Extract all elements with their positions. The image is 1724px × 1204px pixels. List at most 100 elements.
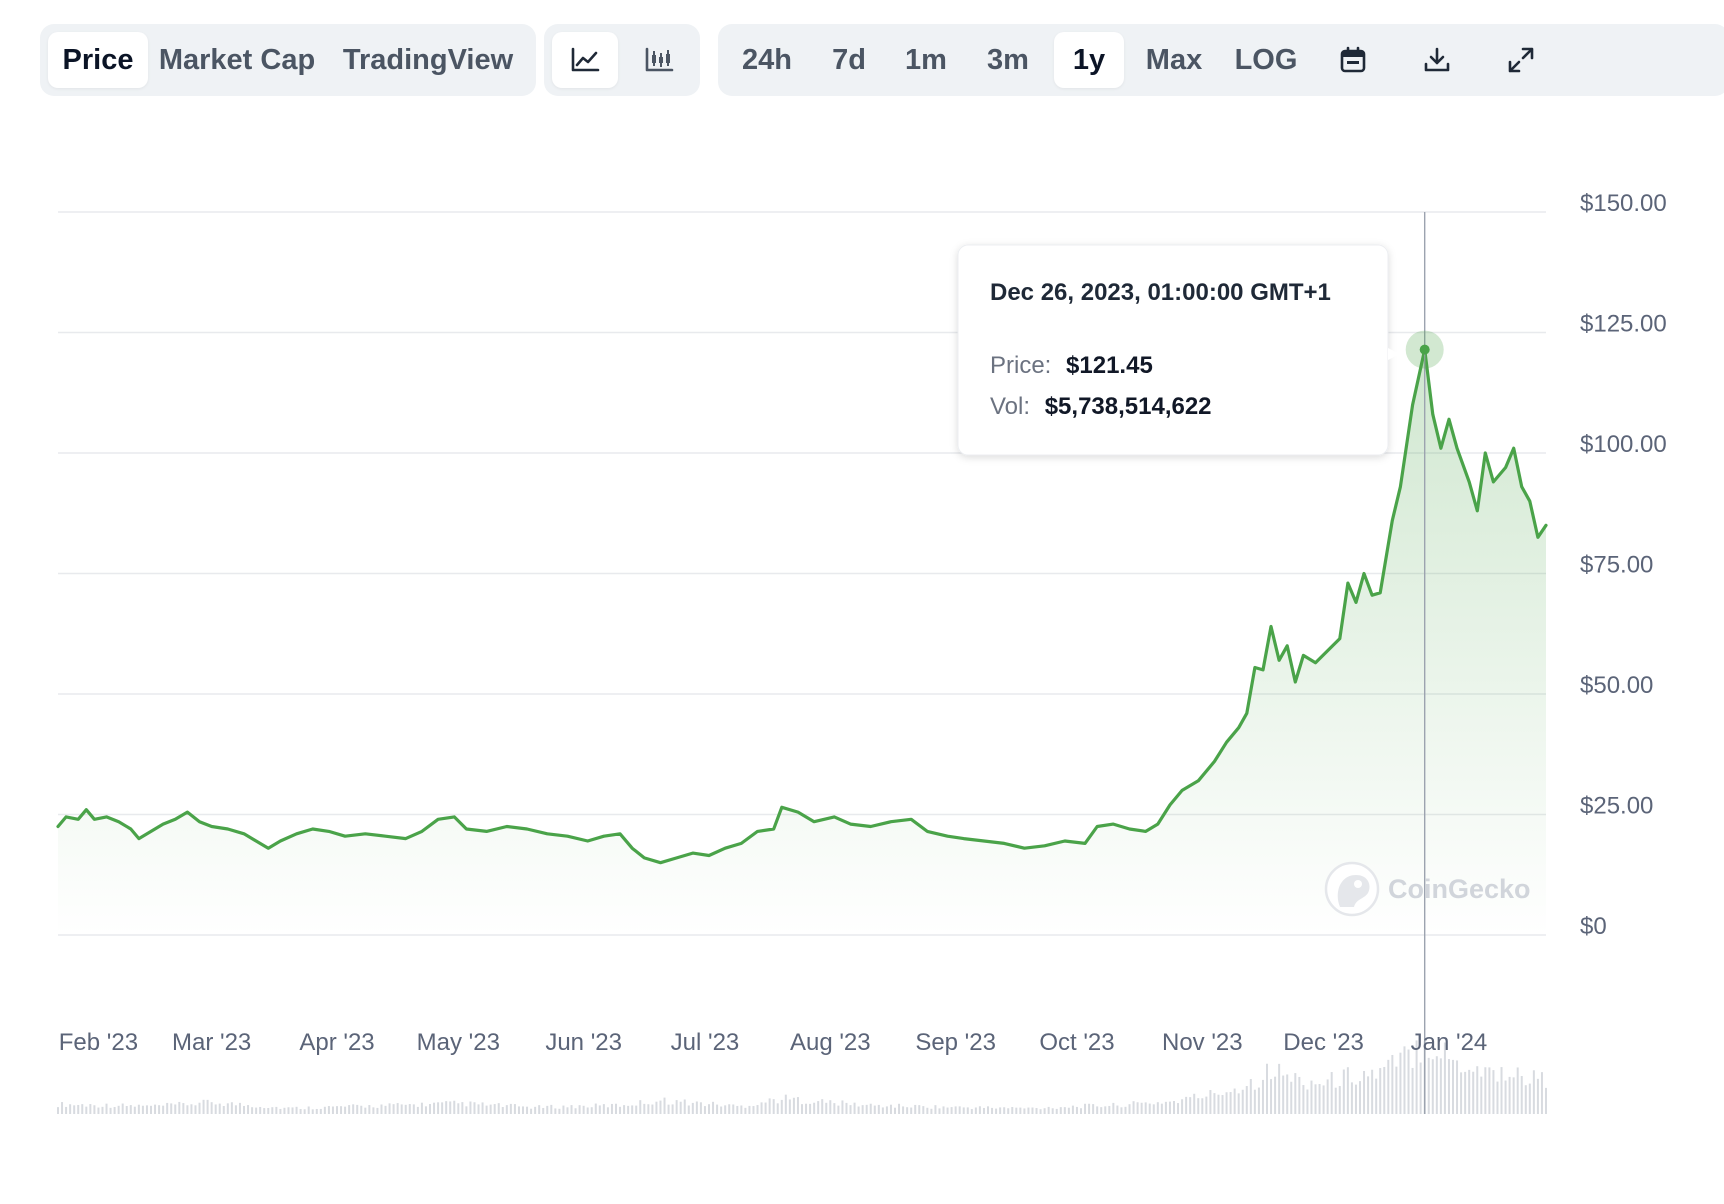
- volume-bar: [841, 1100, 844, 1114]
- volume-bar: [950, 1107, 953, 1114]
- range-1m[interactable]: 1m: [905, 44, 947, 76]
- volume-bar: [825, 1102, 828, 1114]
- volume-bar: [1229, 1092, 1232, 1114]
- volume-bar: [513, 1104, 516, 1114]
- x-tick-label: Feb '23: [59, 1029, 138, 1056]
- log-scale-toggle[interactable]: LOG: [1234, 44, 1298, 76]
- volume-bar: [1379, 1068, 1382, 1114]
- price-chart[interactable]: $150.00 $125.00 $100.00 $75.00 $50.00 $25.00 $…: [0, 150, 1724, 1204]
- volume-bar: [679, 1101, 682, 1114]
- volume-bar: [493, 1104, 496, 1114]
- volume-bar: [1270, 1079, 1273, 1114]
- volume-bar: [958, 1106, 961, 1114]
- volume-bar: [1148, 1103, 1151, 1114]
- volume-bar: [97, 1107, 100, 1114]
- volume-bar: [885, 1106, 888, 1114]
- range-1y[interactable]: 1y: [1054, 32, 1124, 88]
- volume-bar: [1407, 1049, 1410, 1114]
- volume-bar: [655, 1101, 658, 1114]
- volume-bar: [473, 1102, 476, 1114]
- volume-bar: [1524, 1085, 1527, 1114]
- volume-bar: [505, 1105, 508, 1114]
- volume-bar: [889, 1104, 892, 1114]
- volume-bar: [1306, 1089, 1309, 1114]
- volume-bar: [1067, 1107, 1070, 1114]
- volume-bar: [566, 1107, 569, 1114]
- candlestick-chart-button[interactable]: [626, 32, 692, 88]
- volume-bar: [509, 1103, 512, 1114]
- volume-bar: [295, 1106, 298, 1114]
- y-axis-labels: $150.00 $125.00 $100.00 $75.00 $50.00 $25.00 $…: [1580, 190, 1667, 940]
- tab-price[interactable]: Price: [48, 32, 148, 88]
- y-tick-label: $100.00: [1580, 431, 1667, 458]
- volume-bar: [776, 1103, 779, 1114]
- volume-bar: [619, 1106, 622, 1114]
- volume-bar: [279, 1108, 282, 1114]
- volume-bar: [805, 1103, 808, 1114]
- volume-bar: [1367, 1076, 1370, 1114]
- volume-bar: [1342, 1069, 1345, 1114]
- tab-market-cap[interactable]: Market Cap: [158, 44, 316, 76]
- fullscreen-button[interactable]: [1488, 32, 1554, 88]
- volume-bar: [384, 1105, 387, 1114]
- volume-bar: [922, 1106, 925, 1114]
- volume-bar: [663, 1097, 666, 1114]
- volume-bar: [517, 1106, 520, 1114]
- volume-bar: [821, 1099, 824, 1114]
- volume-bar: [546, 1105, 549, 1114]
- tab-tradingview[interactable]: TradingView: [342, 44, 514, 76]
- volume-bar: [1205, 1096, 1208, 1114]
- volume-bar: [550, 1104, 553, 1114]
- volume-bar: [485, 1105, 488, 1114]
- volume-bar: [716, 1104, 719, 1114]
- volume-bar: [695, 1101, 698, 1114]
- date-range-button[interactable]: [1320, 32, 1386, 88]
- volume-bar: [538, 1105, 541, 1114]
- volume-bar: [396, 1103, 399, 1114]
- volume-bar: [441, 1102, 444, 1114]
- x-tick-label: Aug '23: [790, 1029, 871, 1056]
- volume-bar: [724, 1105, 727, 1114]
- volume-bar: [906, 1107, 909, 1114]
- line-chart-button[interactable]: [552, 32, 618, 88]
- volume-bar: [736, 1105, 739, 1114]
- volume-bar: [1528, 1083, 1531, 1114]
- range-24h[interactable]: 24h: [742, 44, 792, 76]
- volume-bar: [368, 1105, 371, 1114]
- x-tick-label: Sep '23: [915, 1029, 996, 1056]
- volume-bar: [1261, 1079, 1264, 1114]
- volume-bar: [671, 1104, 674, 1114]
- volume-bar: [970, 1109, 973, 1114]
- volume-bar: [902, 1106, 905, 1114]
- range-3m[interactable]: 3m: [987, 44, 1029, 76]
- volume-bar: [1112, 1102, 1115, 1114]
- volume-bar: [1257, 1087, 1260, 1114]
- volume-bar: [113, 1107, 116, 1114]
- range-7d[interactable]: 7d: [832, 44, 866, 76]
- volume-bar: [271, 1107, 274, 1114]
- volume-bar: [186, 1105, 189, 1114]
- volume-bar: [105, 1103, 108, 1114]
- volume-bar: [214, 1104, 217, 1114]
- volume-bar: [1189, 1097, 1192, 1114]
- range-max[interactable]: Max: [1145, 44, 1203, 76]
- volume-bar: [1310, 1080, 1313, 1114]
- tooltip-pointer: [1388, 348, 1400, 360]
- download-button[interactable]: [1404, 32, 1470, 88]
- volume-bar: [291, 1107, 294, 1114]
- volume-bar: [615, 1103, 617, 1114]
- volume-bar: [1237, 1093, 1240, 1114]
- volume-bar: [982, 1107, 985, 1114]
- volume-bar: [206, 1099, 209, 1114]
- volume-bar: [1023, 1108, 1026, 1114]
- volume-bar: [420, 1102, 423, 1114]
- volume-bar: [1003, 1107, 1006, 1114]
- volume-bar: [1055, 1108, 1058, 1114]
- volume-bar: [817, 1101, 820, 1114]
- volume-bar: [109, 1107, 112, 1114]
- volume-bar: [999, 1107, 1002, 1114]
- volume-bar: [117, 1105, 120, 1114]
- volume-bar: [1411, 1067, 1414, 1114]
- volume-bar: [1318, 1083, 1321, 1114]
- tooltip-vol-label: Vol:: [990, 393, 1030, 420]
